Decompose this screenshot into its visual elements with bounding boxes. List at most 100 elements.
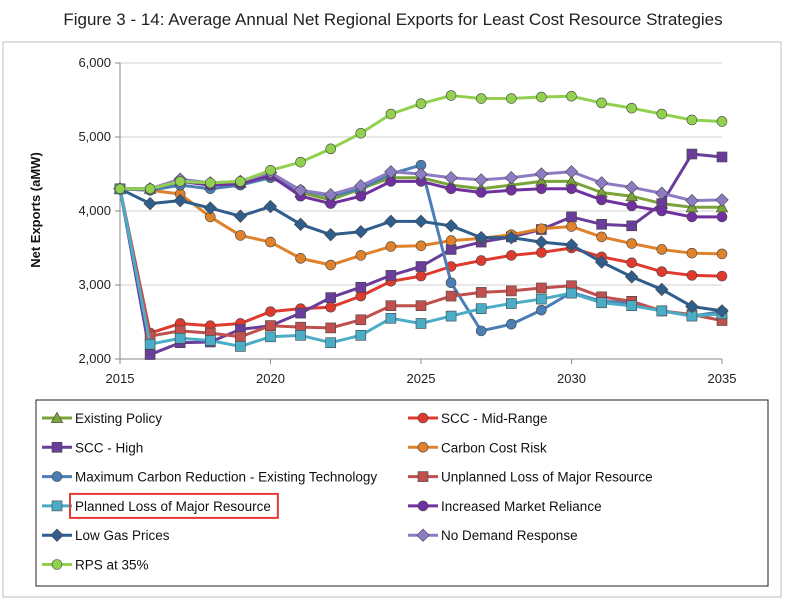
data-point-scc-mid-range: [415, 270, 427, 282]
data-point-no-demand-response: [594, 176, 609, 190]
data-point-planned-loss-of-major-resource: [205, 335, 216, 346]
data-point-increased-market-reliance: [566, 183, 577, 195]
legend-label: Maximum Carbon Reduction - Existing Tech…: [75, 470, 377, 485]
series-rps-at-35: [114, 90, 728, 195]
data-point-rps-at-35: [205, 177, 216, 189]
legend: Existing Policy SCC - Mid-Range SCC - High…: [42, 411, 653, 573]
data-point-increased-market-reliance: [686, 211, 698, 223]
data-point-unplanned-loss-of-major-resource: [265, 320, 276, 332]
data-point-planned-loss-of-major-resource: [295, 330, 306, 341]
data-point-low-gas-prices: [203, 201, 217, 215]
data-point-planned-loss-of-major-resource: [475, 303, 487, 314]
data-point-low-gas-prices: [414, 214, 428, 229]
data-point-rps-at-35: [295, 156, 306, 168]
legend-item-unplanned-loss-of-major-resource: Unplanned Loss of Major Resource: [408, 470, 653, 485]
data-point-low-gas-prices: [504, 230, 518, 245]
data-point-unplanned-loss-of-major-resource: [445, 290, 457, 302]
data-point-carbon-cost-risk: [295, 253, 306, 264]
data-point-no-demand-response: [293, 183, 308, 197]
data-point-rps-at-35: [656, 108, 668, 120]
data-point-no-demand-response: [444, 171, 458, 185]
data-point-carbon-cost-risk: [415, 240, 427, 252]
data-point-increased-market-reliance: [656, 205, 668, 217]
chart-title: Figure 3 - 14: Average Annual Net Region…: [63, 10, 723, 29]
data-point-scc-high: [415, 261, 427, 272]
y-tick-label: 3,000: [78, 277, 111, 292]
legend-item-no-demand-response: No Demand Response: [408, 528, 578, 543]
legend-item-scc-high: SCC - High: [42, 440, 143, 455]
data-point-scc-high: [716, 151, 728, 163]
data-point-carbon-cost-risk: [686, 247, 698, 259]
data-point-carbon-cost-risk: [325, 259, 337, 271]
data-point-unplanned-loss-of-major-resource: [235, 331, 246, 343]
x-tick-label: 2035: [708, 371, 737, 386]
data-point-scc-high: [686, 148, 698, 160]
data-point-rps-at-35: [626, 102, 638, 114]
data-point-no-demand-response: [354, 179, 368, 193]
data-point-rps-at-35: [686, 114, 698, 126]
data-point-rps-at-35: [114, 183, 126, 195]
legend-label: SCC - High: [75, 440, 143, 455]
y-tick-label: 4,000: [78, 203, 111, 218]
x-tick-label: 2015: [106, 371, 135, 386]
legend-label: SCC - Mid-Range: [441, 411, 548, 426]
legend-label: Unplanned Loss of Major Resource: [441, 470, 653, 485]
data-point-no-demand-response: [474, 173, 488, 187]
data-point-rps-at-35: [566, 91, 577, 102]
legend-item-low-gas-prices: Low Gas Prices: [42, 528, 170, 543]
gridlines: [120, 62, 722, 286]
data-point-scc-mid-range: [716, 270, 728, 282]
data-point-low-gas-prices: [594, 255, 609, 269]
data-point-carbon-cost-risk: [716, 248, 728, 260]
legend-item-planned-loss-of-major-resource: Planned Loss of Major Resource: [42, 492, 279, 519]
data-point-planned-loss-of-major-resource: [536, 293, 547, 305]
data-point-unplanned-loss-of-major-resource: [505, 285, 517, 297]
legend-label: Increased Market Reliance: [441, 499, 602, 514]
data-point-rps-at-35: [445, 90, 457, 101]
data-point-increased-market-reliance: [445, 183, 457, 195]
data-point-low-gas-prices: [324, 228, 338, 242]
data-point-scc-mid-range: [325, 301, 337, 313]
legend-swatch-marker: [417, 500, 429, 512]
data-point-planned-loss-of-major-resource: [355, 330, 367, 341]
series-scc-mid-range: [114, 183, 728, 339]
legend-label: No Demand Response: [441, 528, 578, 543]
data-point-unplanned-loss-of-major-resource: [325, 322, 337, 334]
legend-highlight-box: [69, 492, 279, 519]
data-point-planned-loss-of-major-resource: [505, 298, 517, 309]
data-point-planned-loss-of-major-resource: [144, 338, 156, 350]
data-point-unplanned-loss-of-major-resource: [385, 300, 397, 312]
data-point-scc-high: [596, 219, 607, 230]
data-point-scc-mid-range: [626, 257, 638, 269]
legend-swatch-marker: [417, 441, 429, 453]
data-point-carbon-cost-risk: [626, 238, 638, 249]
data-point-rps-at-35: [144, 183, 156, 195]
legend-swatch-marker: [50, 528, 64, 542]
data-point-unplanned-loss-of-major-resource: [536, 282, 547, 294]
data-point-no-demand-response: [685, 193, 699, 208]
data-point-rps-at-35: [385, 108, 397, 120]
data-point-no-demand-response: [625, 180, 639, 194]
data-point-increased-market-reliance: [536, 183, 547, 195]
legend-swatch-marker: [50, 411, 64, 423]
y-axis-label: Net Exports (aMW): [28, 152, 43, 268]
y-tick-labels: 2,000 3,000 4,000 5,000 6,000: [78, 55, 111, 366]
data-point-unplanned-loss-of-major-resource: [415, 300, 427, 312]
data-point-low-gas-prices: [444, 219, 458, 233]
data-point-unplanned-loss-of-major-resource: [475, 287, 487, 298]
data-point-rps-at-35: [265, 165, 276, 176]
data-point-scc-mid-range: [505, 250, 517, 261]
data-point-carbon-cost-risk: [596, 231, 607, 243]
data-point-scc-mid-range: [475, 255, 487, 266]
legend-swatch-marker: [51, 500, 63, 512]
data-point-increased-market-reliance: [475, 187, 487, 198]
legend-swatch-marker: [51, 471, 63, 482]
data-point-scc-mid-range: [656, 266, 668, 277]
data-point-low-gas-prices: [384, 214, 398, 229]
data-point-scc-mid-range: [686, 270, 698, 281]
data-point-maximum-carbon-reduction-existing-technology: [536, 304, 547, 316]
y-tick-label: 6,000: [78, 55, 111, 70]
x-tick-label: 2025: [407, 371, 436, 386]
data-point-carbon-cost-risk: [656, 244, 668, 255]
